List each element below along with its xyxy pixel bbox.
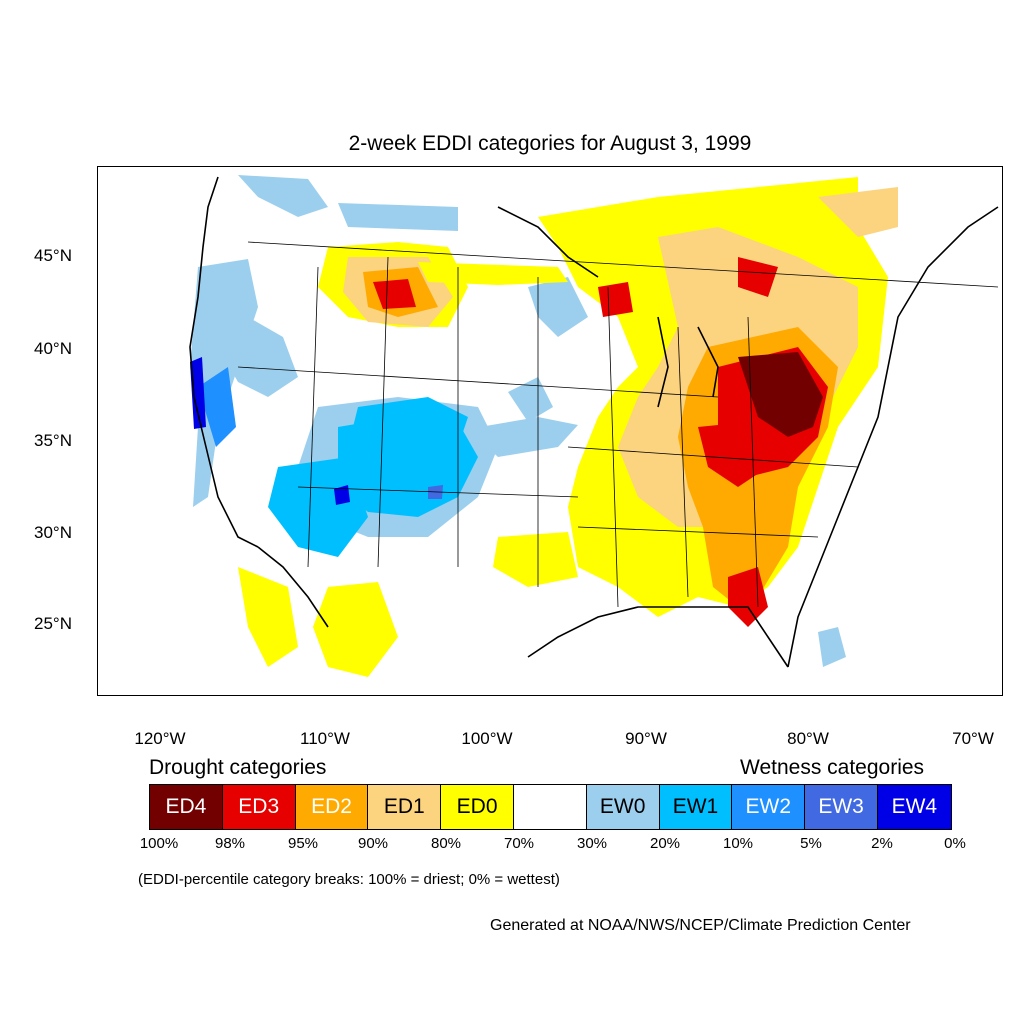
legend-cell-normal	[513, 785, 587, 829]
legend-cell-ed1: ED1	[368, 785, 442, 829]
category-note: (EDDI-percentile category breaks: 100% =…	[138, 871, 560, 888]
legend-cell-ew3: EW3	[805, 785, 878, 829]
legend-cell-ed0: ED0	[441, 785, 514, 829]
map-panel	[97, 166, 1003, 696]
lat-label-40: 40°N	[34, 339, 72, 358]
pct-label: 30%	[576, 835, 608, 852]
legend-cell-ed4: ED4	[150, 785, 223, 829]
credit-line: Generated at NOAA/NWS/NCEP/Climate Predi…	[490, 917, 911, 934]
lon-label-70w: 70°W	[952, 729, 994, 748]
drought-heading: Drought categories	[149, 756, 327, 779]
pct-label: 10%	[722, 835, 754, 852]
lon-label-80w: 80°W	[787, 729, 829, 748]
pct-label: 20%	[649, 835, 681, 852]
lat-label-30: 30°N	[34, 523, 72, 542]
pct-label: 95%	[287, 835, 319, 852]
legend-cell-ew1: EW1	[659, 785, 733, 829]
lon-label-90w: 90°W	[625, 729, 667, 748]
state-borders	[237, 241, 999, 608]
lat-label-35: 35°N	[34, 431, 72, 450]
coastlines	[189, 176, 999, 668]
pct-label: 98%	[214, 835, 246, 852]
pct-label: 2%	[871, 835, 893, 852]
legend-cell-ew4: EW4	[877, 785, 951, 829]
lon-label-110w: 110°W	[300, 729, 350, 748]
pct-label: 100%	[139, 835, 179, 852]
wetness-regions	[190, 175, 846, 667]
pct-label: 90%	[357, 835, 389, 852]
eddi-map	[98, 167, 1002, 695]
lat-label-45: 45°N	[34, 246, 72, 265]
pct-label: 5%	[800, 835, 822, 852]
pct-label: 0%	[944, 835, 966, 852]
map-title: 2-week EDDI categories for August 3, 199…	[348, 132, 752, 155]
legend-cell-ed3: ED3	[222, 785, 296, 829]
legend-cell-ew2: EW2	[732, 785, 806, 829]
legend-cell-ed2: ED2	[295, 785, 369, 829]
legend-cell-ew0: EW0	[586, 785, 660, 829]
wetness-heading: Wetness categories	[740, 756, 925, 779]
lon-label-100w: 100°W	[461, 729, 513, 748]
pct-label: 80%	[430, 835, 462, 852]
lon-label-120w: 120°W	[134, 729, 186, 748]
pct-label: 70%	[503, 835, 535, 852]
category-legend: ED4 ED3 ED2 ED1 ED0 EW0 EW1 EW2 EW3 EW4	[149, 784, 952, 830]
lat-label-25: 25°N	[34, 614, 72, 633]
